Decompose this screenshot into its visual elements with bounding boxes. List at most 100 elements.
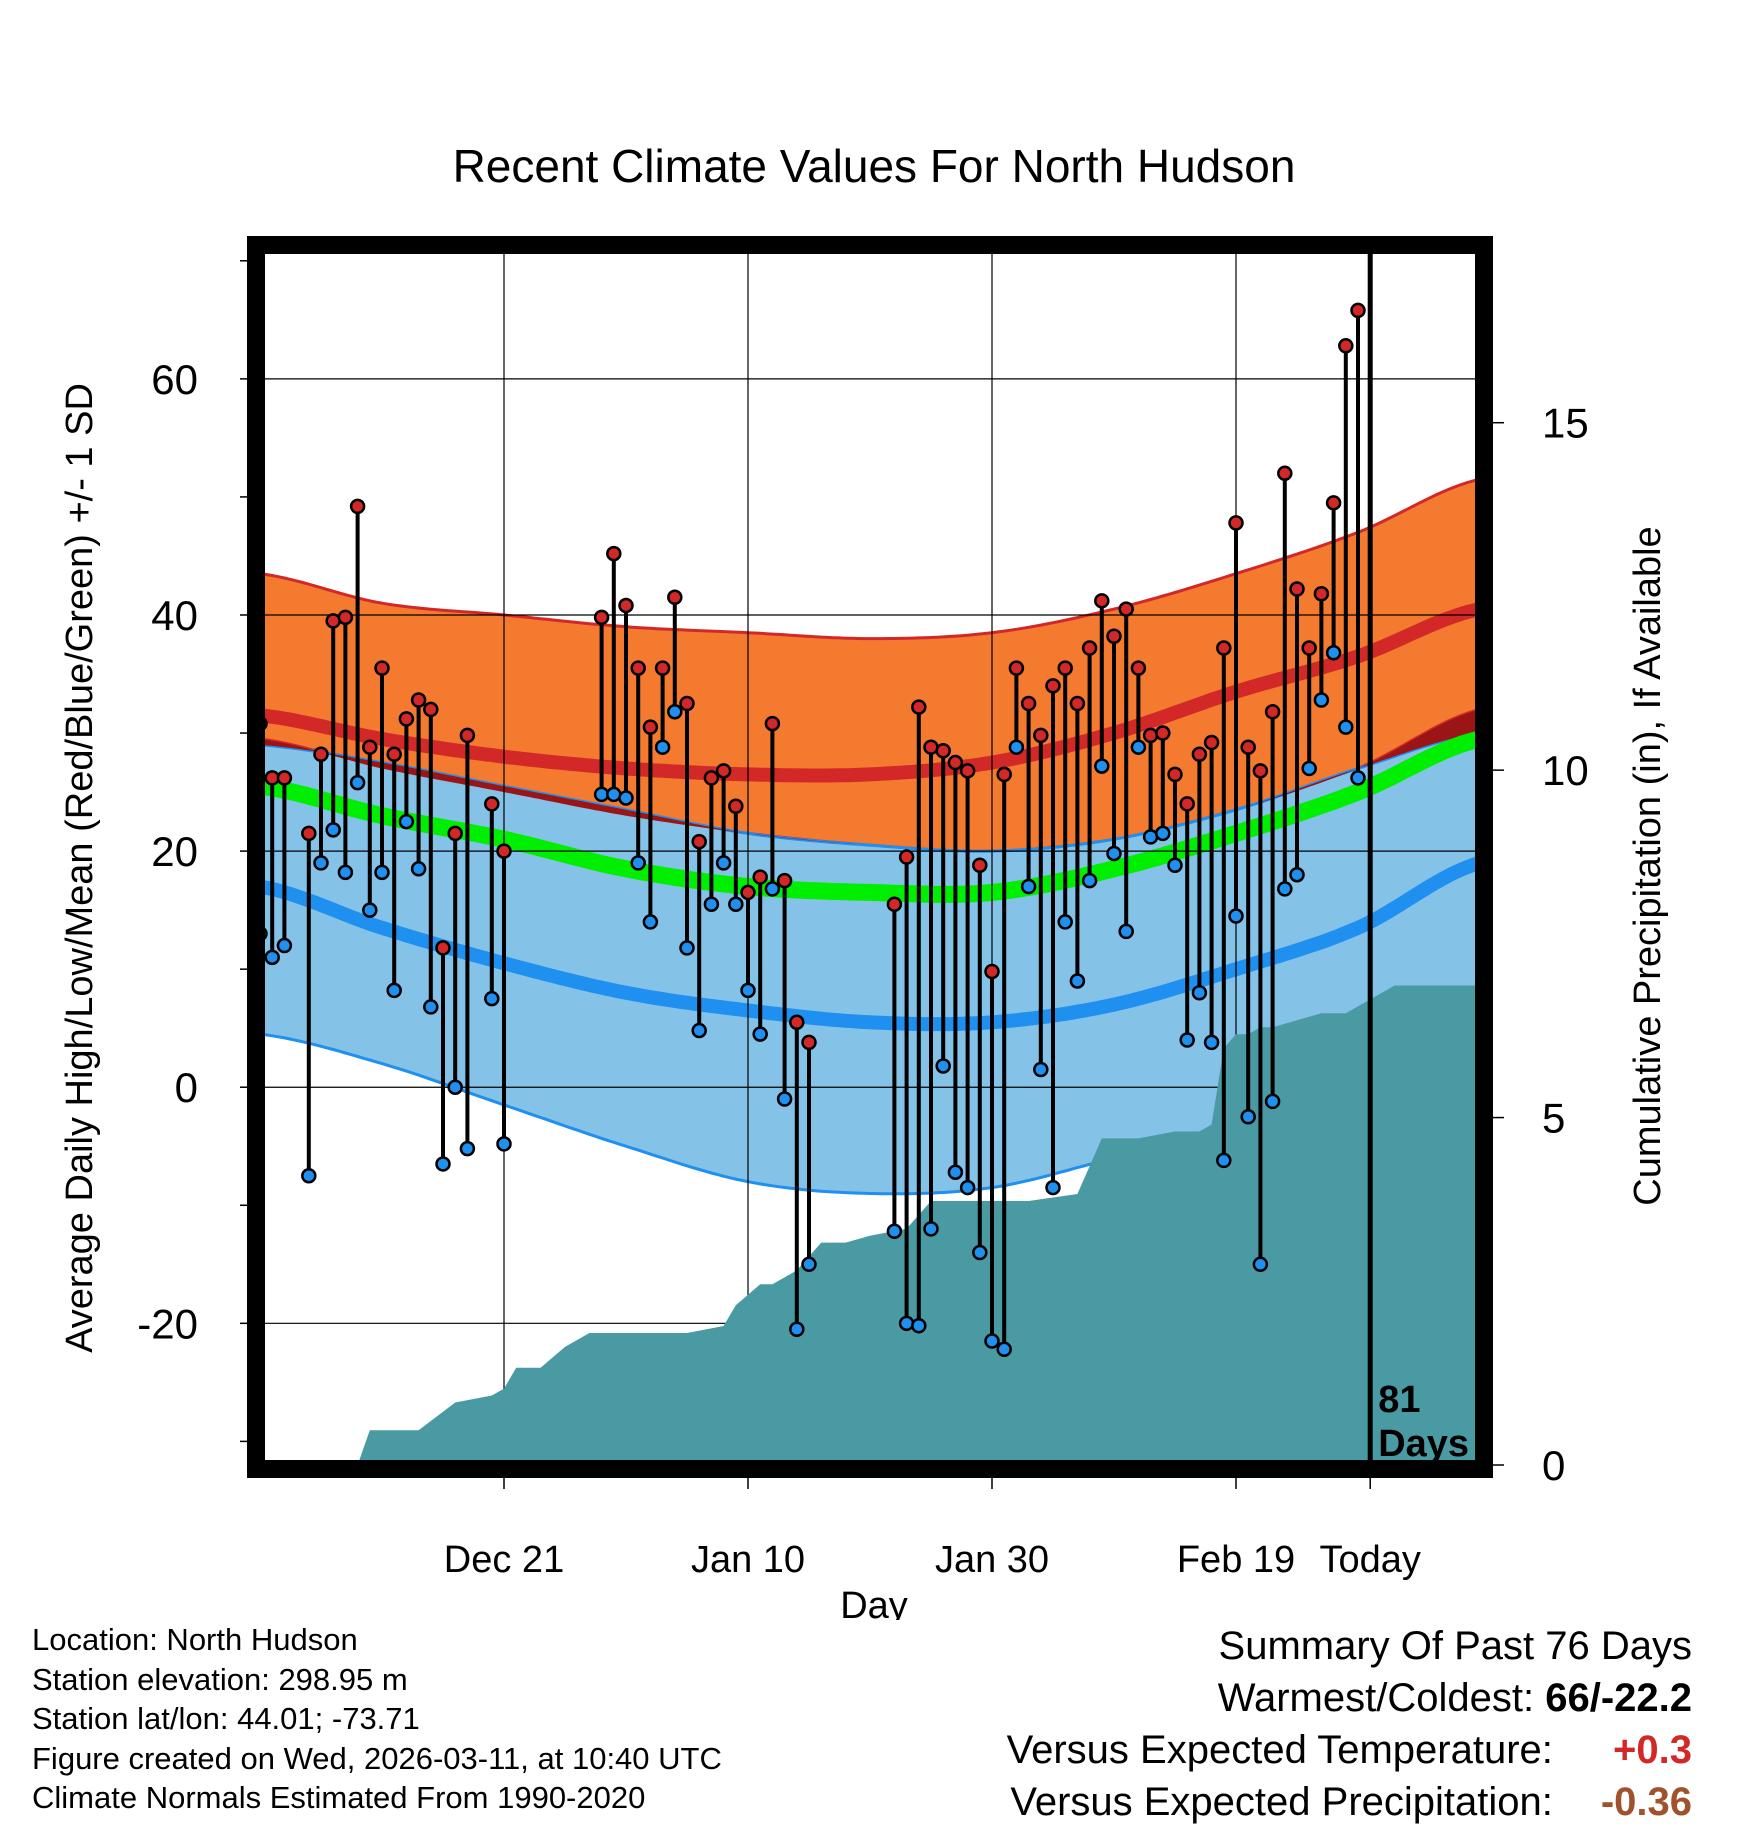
obs-high-point [1045,678,1061,694]
obs-high-point [618,597,634,614]
summary-temp-row: Versus Expected Temperature: +0.3 [1007,1724,1692,1776]
obs-low-point [630,855,646,871]
temp-value: +0.3 [1613,1728,1692,1772]
obs-high-point [313,746,329,763]
obs-low-point [996,1341,1012,1358]
obs-high-point [1277,465,1293,482]
climate-chart: Recent Climate Values For North Hudson -… [59,140,1669,1620]
info-location: Location: North Hudson [32,1622,358,1657]
obs-low-point [959,1179,976,1196]
warmest-label: Warmest/Coldest: [1217,1676,1535,1720]
obs-high-point [386,746,402,763]
obs-low-point [1240,1108,1256,1125]
obs-low-point [386,982,402,999]
obs-low-point [947,1164,964,1180]
obs-high-point [898,849,915,865]
obs-low-point [923,1221,939,1237]
y-tick-label: 60 [151,356,198,403]
obs-high-point [593,609,610,626]
obs-high-point [1167,766,1183,783]
obs-low-point [728,896,744,912]
obs-low-point [398,813,415,830]
x-axis-label: Day [840,1585,908,1620]
precip-label: Versus Expected Precipitation: [1010,1780,1553,1824]
info-created: Figure created on Wed, 2026-03-11, at 10… [32,1740,722,1776]
warmest-value: 66/-22.2 [1545,1676,1692,1720]
obs-low-point [1069,973,1086,989]
obs-low-point [984,1333,1000,1349]
obs-high-point [484,796,500,812]
obs-high-point [276,770,293,786]
precip-tick-label: 0 [1542,1442,1565,1489]
obs-low-point [667,704,683,720]
obs-high-point [1228,515,1244,531]
obs-high-point [1094,593,1110,609]
obs-high-point [1069,695,1086,712]
obs-low-point [691,1022,707,1039]
obs-low-point [1338,719,1354,735]
obs-high-point [691,833,707,850]
obs-low-point [1033,1061,1049,1078]
obs-high-point [801,1034,817,1051]
obs-low-point [911,1317,927,1334]
observations-group [252,302,1366,1358]
obs-high-point [1179,796,1195,812]
obs-low-point [1228,908,1244,924]
precip-value: -0.36 [1600,1780,1692,1824]
station-info: Location: North Hudson Station elevation… [32,1620,722,1818]
obs-high-point [1203,734,1220,751]
summary-warmest-row: Warmest/Coldest: 66/-22.2 [1007,1672,1692,1724]
obs-high-point [1008,660,1025,676]
axes-group: -20 0 20 40 60 Dec 21 Jan 10 Jan 30 Feb 19 Today 0… [137,236,1589,1581]
mean-line [260,730,1480,903]
obs-low-point [703,896,720,912]
obs-high-point [337,609,354,626]
y-tick-label: 20 [151,828,198,875]
obs-high-point [362,739,378,755]
obs-low-point [654,739,671,755]
x-tick-label: Jan 30 [935,1539,1049,1581]
obs-high-point [1240,739,1256,755]
obs-low-point [776,1091,793,1107]
obs-high-point [435,940,451,956]
obs-high-point [764,715,781,732]
temp-label: Versus Expected Temperature: [1006,1728,1553,1772]
chart-title: Recent Climate Values For North Hudson [453,140,1296,192]
obs-high-point [935,742,951,759]
obs-high-point [1289,581,1305,597]
obs-high-point [1313,585,1330,602]
obs-high-point [1191,746,1208,763]
obs-high-point [715,763,732,779]
obs-high-point [496,843,512,859]
obs-low-point [1045,1179,1061,1196]
x-tick-label: Dec 21 [444,1539,564,1581]
obs-high-point [911,699,927,715]
obs-high-point [374,660,390,676]
summary-title: Summary Of Past 76 Days [1218,1624,1692,1668]
obs-low-point [1081,872,1098,889]
obs-low-point [349,774,366,791]
obs-high-point [728,798,744,814]
obs-low-point [1350,770,1366,786]
obs-high-point [752,869,768,885]
obs-high-point [1325,495,1342,511]
obs-high-point [410,692,427,708]
obs-low-point [1118,923,1134,940]
obs-high-point [447,825,463,842]
obs-low-point [1020,878,1037,895]
obs-high-point [667,589,683,606]
obs-low-point [276,937,293,954]
obs-low-point [1203,1034,1220,1051]
obs-high-point [301,825,317,842]
obs-high-point [630,660,646,676]
obs-high-point [959,763,976,779]
obs-low-point [325,822,341,838]
obs-low-point [1008,739,1025,755]
obs-high-point [606,545,622,562]
obs-high-point [679,695,695,712]
y-tick-label: 0 [175,1064,198,1111]
obs-low-point [740,982,756,999]
obs-low-point [935,1058,951,1074]
obs-low-point [886,1223,903,1239]
y-axis-label-left: Average Daily High/Low/Mean (Red/Blue/Gr… [59,383,101,1353]
